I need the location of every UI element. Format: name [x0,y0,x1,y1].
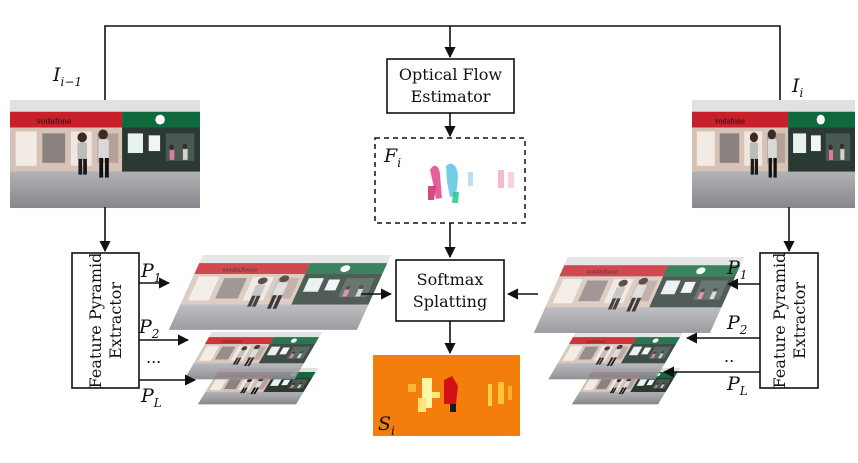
left-pyramid-stack [168,255,391,405]
right-level-1 [533,257,744,333]
label-output-s: Si [378,413,395,438]
optical-flow-estimator-box: Optical Flow Estimator [386,58,515,114]
right-label-dots: .. [724,347,734,366]
input-frame-prev [10,100,201,209]
splat-box-line2: Splatting [413,292,487,311]
right-feature-pyramid-extractor: Feature Pyramid Extractor [759,252,819,389]
left-feature-pyramid-extractor: Feature Pyramid Extractor [71,252,140,389]
left-level-1 [168,255,391,330]
flow-box-line2: Estimator [411,87,491,106]
right-extractor-line1: Feature Pyramid [770,253,789,389]
softmax-output-panel: Si [373,355,520,438]
left-extractor-line2: Extractor [106,282,125,359]
left-label-pl: PL [140,385,162,410]
right-label-p2: P2 [726,312,747,337]
softmax-splatting-box: Softmax Splatting [395,259,505,322]
right-pyramid-stack [533,257,744,405]
left-label-dots: ... [146,348,161,367]
flow-field-panel: Fi [374,137,526,224]
left-label-p2: P2 [138,316,159,341]
label-flow-f: Fi [383,145,401,170]
left-extractor-line1: Feature Pyramid [86,253,105,389]
flow-box-line1: Optical Flow [399,65,502,84]
left-label-p1: P1 [140,260,161,285]
label-i-curr: Ii [791,75,804,100]
top-bus-wire [104,25,781,100]
right-label-p1: P1 [726,257,747,282]
input-frame-curr [692,100,855,209]
right-label-pl: PL [726,373,748,398]
splat-box-line1: Softmax [417,270,484,289]
label-i-prev: Ii−1 [52,64,82,89]
right-extractor-line2: Extractor [790,282,809,359]
